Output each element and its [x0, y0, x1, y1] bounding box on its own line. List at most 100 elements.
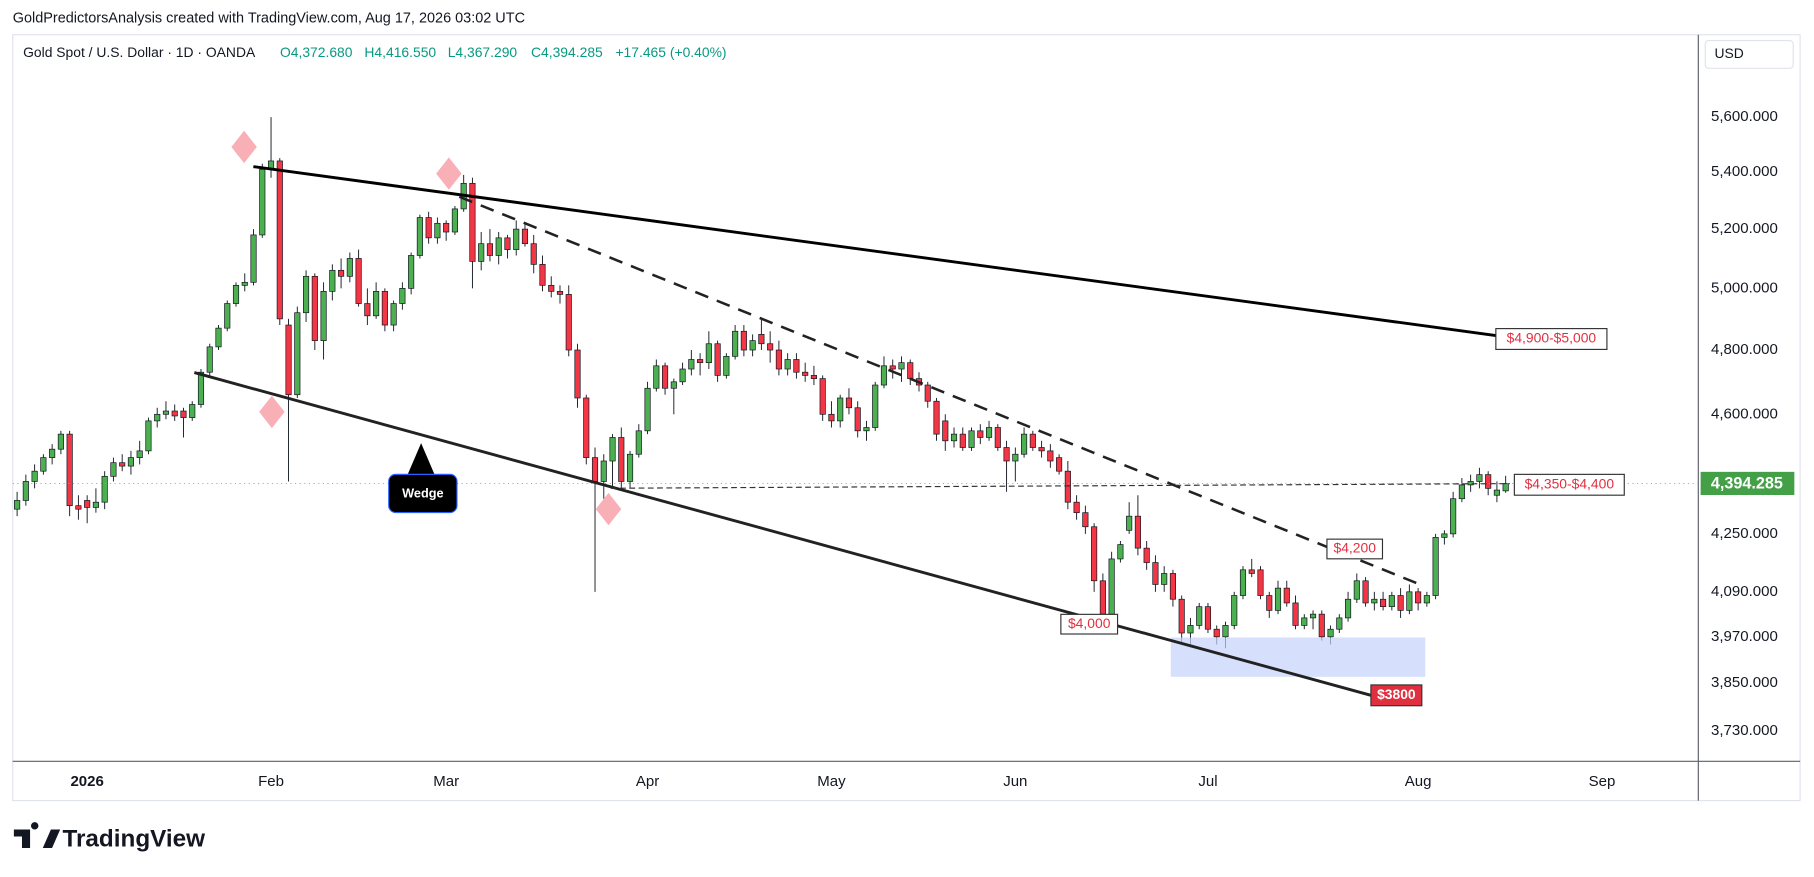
candle: [504, 234, 511, 259]
y-tick-label: 3,730.000: [1711, 722, 1778, 739]
candle: [898, 356, 905, 382]
candle: [57, 430, 64, 455]
candle-body: [1213, 628, 1220, 638]
candle-body: [1152, 562, 1159, 585]
currency-box[interactable]: [1704, 39, 1794, 69]
candle: [1485, 471, 1492, 496]
candle-body: [1143, 547, 1150, 563]
candle: [478, 232, 485, 271]
candle-body: [1038, 447, 1045, 452]
candle-body: [171, 410, 178, 417]
legend-close: C4,394.285: [531, 44, 603, 60]
candle-body: [399, 288, 406, 304]
y-tick-label: 4,600.000: [1711, 405, 1778, 422]
candle-body: [1064, 470, 1071, 503]
pivot-marker: [231, 130, 257, 164]
candle-body: [1292, 602, 1299, 626]
candle-body: [1406, 591, 1413, 611]
level-label: $4,200: [1333, 540, 1376, 556]
candle: [443, 220, 450, 241]
candle: [364, 288, 371, 326]
candle: [1371, 591, 1378, 611]
candle-body: [355, 258, 362, 304]
candle: [950, 427, 958, 448]
y-tick-label: 3,850.000: [1711, 674, 1778, 691]
candle-body: [933, 400, 940, 435]
candle: [75, 495, 82, 520]
candle: [1082, 505, 1089, 534]
candle: [408, 252, 415, 295]
candle-body: [1502, 483, 1509, 492]
candle: [250, 229, 257, 286]
candle-body: [119, 462, 126, 467]
candle: [1318, 610, 1325, 641]
candle-body: [574, 349, 581, 399]
candle-body: [127, 457, 134, 467]
candle: [171, 404, 178, 421]
candle-body: [49, 448, 56, 458]
candle-body: [732, 330, 739, 357]
candle-body: [1327, 628, 1334, 638]
candle: [968, 427, 975, 451]
level-box: [1060, 613, 1119, 635]
candle-body: [793, 359, 800, 373]
candle-body: [959, 433, 966, 448]
candle-body: [950, 433, 958, 442]
candle: [583, 394, 590, 465]
target-label: $4,900-$5,000: [1507, 330, 1597, 346]
candle: [84, 495, 91, 524]
candle-body: [662, 365, 669, 389]
candle: [548, 276, 555, 298]
candle-body: [758, 334, 765, 345]
candle: [1178, 595, 1185, 645]
candle: [1038, 440, 1045, 458]
candle: [662, 362, 669, 395]
candle-body: [767, 343, 774, 351]
candle: [1266, 591, 1273, 618]
candle-body: [530, 243, 537, 265]
candle: [1126, 502, 1133, 534]
candle-body: [1309, 613, 1317, 619]
candle: [1502, 475, 1509, 493]
candle-body: [1248, 569, 1255, 574]
footer-brand: TradingView: [62, 825, 205, 852]
candle: [495, 232, 502, 265]
candle-body: [889, 365, 896, 370]
candle-body: [206, 346, 213, 373]
upper-trendline: [253, 165, 1497, 337]
candle: [1073, 495, 1080, 520]
candle-body: [635, 430, 642, 455]
candle: [556, 285, 564, 304]
candle: [942, 414, 949, 451]
candle: [302, 270, 310, 322]
candle: [723, 353, 730, 379]
candle: [381, 288, 388, 332]
candle-body: [364, 303, 371, 317]
currency-label: USD: [1715, 45, 1744, 61]
candle: [1362, 577, 1369, 607]
candle-body: [469, 182, 476, 262]
candle: [1441, 530, 1448, 545]
candle-body: [679, 368, 686, 383]
candle: [758, 318, 765, 351]
candle-body: [810, 375, 817, 379]
candle: [1056, 454, 1063, 475]
candle-body: [854, 407, 861, 432]
candle-body: [723, 355, 730, 376]
candle: [259, 163, 266, 238]
candle: [1458, 478, 1465, 503]
candle-body: [907, 362, 914, 379]
candle-body: [802, 371, 809, 376]
candle: [232, 282, 240, 307]
candle-body: [583, 397, 590, 458]
candle-body: [14, 500, 21, 510]
x-tick-label: May: [817, 773, 846, 790]
candle: [40, 454, 47, 475]
candle-body: [600, 460, 607, 482]
candle: [1283, 580, 1290, 607]
candle-body: [863, 427, 870, 432]
candle-body: [381, 291, 388, 326]
candle-body: [1397, 595, 1404, 611]
candle: [784, 353, 791, 376]
candle: [486, 229, 494, 262]
